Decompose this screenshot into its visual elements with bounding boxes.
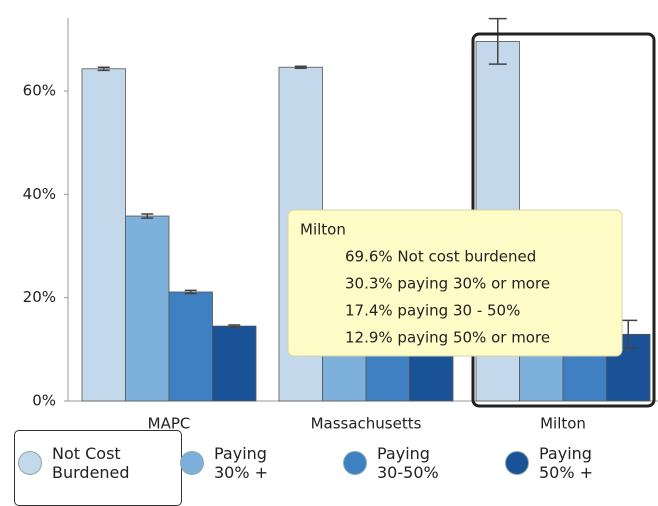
legend-swatch <box>18 451 42 475</box>
legend-label: Paying 50% + <box>539 444 594 482</box>
error-bar <box>97 66 110 72</box>
bar <box>125 215 170 402</box>
tooltip: Milton 69.6% Not cost burdened 30.3% pay… <box>287 209 623 357</box>
tooltip-box <box>287 209 623 357</box>
legend-swatch <box>343 451 367 475</box>
tooltip-line: 17.4% paying 30 - 50% <box>345 302 520 320</box>
legend: Not Cost Burdened Paying 30% + Paying 30-5… <box>0 428 658 506</box>
legend-item[interactable]: Not Cost Burdened <box>18 444 130 482</box>
x-tick-label: Massachusetts <box>311 415 422 431</box>
error-bar <box>228 324 241 328</box>
legend-label: Paying 30% + <box>214 444 269 482</box>
tooltip-title: Milton <box>300 221 346 239</box>
error-bar <box>184 289 197 295</box>
chart: 0% 20% 40% 60% MAPC Massachusetts Milton Milto… <box>23 17 658 431</box>
bar <box>81 68 126 402</box>
x-tick-label: MAPC <box>148 415 191 431</box>
y-tick-label: 40% <box>23 185 56 203</box>
legend-swatch <box>505 451 529 475</box>
y-tick-label: 20% <box>23 288 56 306</box>
tooltip-line: 69.6% Not cost burdened <box>345 248 536 266</box>
legend-item[interactable]: Paying 30% + <box>180 444 268 482</box>
legend-label: Paying 30-50% <box>377 444 439 482</box>
y-tick-label: 60% <box>23 82 56 100</box>
y-tick-label: 0% <box>32 392 56 410</box>
error-bar <box>488 17 507 65</box>
error-bar <box>294 65 307 70</box>
bar <box>168 291 213 402</box>
bar <box>212 325 257 402</box>
legend-swatch <box>180 451 204 475</box>
legend-item[interactable]: Paying 50% + <box>505 444 593 482</box>
legend-item[interactable]: Paying 30-50% <box>343 444 439 482</box>
legend-label: Not Cost Burdened <box>52 444 130 482</box>
error-bar <box>141 213 154 219</box>
tooltip-line: 12.9% paying 50% or more <box>345 329 550 347</box>
x-tick-label: Milton <box>540 415 586 431</box>
tooltip-line: 30.3% paying 30% or more <box>345 275 550 293</box>
